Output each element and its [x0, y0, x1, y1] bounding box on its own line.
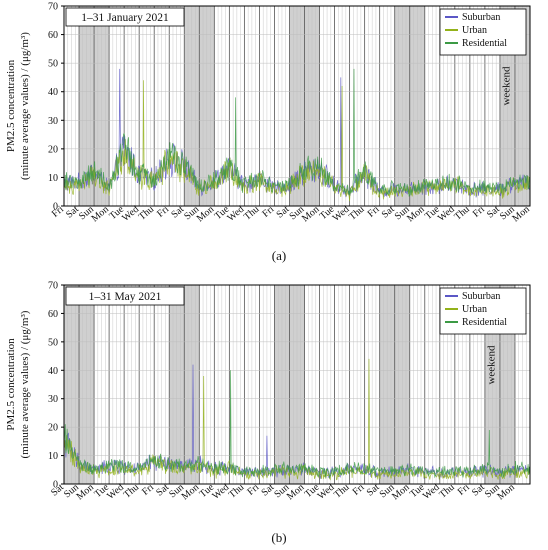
weekend-annotation: weekend	[501, 66, 513, 106]
y-tick-label: 40	[48, 366, 58, 377]
series-line-residential	[63, 68, 531, 197]
x-tick-label: Thu	[347, 204, 366, 223]
x-tick-label: Mon	[495, 482, 517, 503]
legend-label-residential: Residential	[462, 317, 507, 328]
y-tick-label: 10	[48, 451, 58, 462]
y-axis-label: PM2.5 concentration	[5, 59, 17, 152]
y-tick-label: 70	[48, 281, 58, 292]
y-tick-label: 70	[48, 2, 58, 13]
series-line-urban	[63, 80, 531, 202]
x-tick-label: Thu	[452, 204, 471, 223]
y-tick-label: 20	[48, 423, 58, 434]
plot-frame	[63, 284, 531, 485]
series-line-urban	[63, 358, 531, 481]
y-tick-label: 50	[48, 59, 58, 70]
date-box	[65, 7, 185, 27]
y-axis-label: PM2.5 concentration	[5, 338, 17, 431]
y-tick-label: 60	[48, 309, 58, 320]
x-tick-label: Thu	[137, 204, 156, 223]
x-tick-label: Thu	[437, 482, 456, 501]
y-tick-label: 20	[48, 144, 58, 155]
y-tick-label: 50	[48, 337, 58, 348]
plot-frame	[63, 5, 531, 207]
y-tick-label: 30	[48, 116, 58, 127]
legend-label-suburban: Suburban	[462, 291, 500, 302]
x-tick-label: Thu	[332, 482, 351, 501]
legend-label-suburban: Suburban	[462, 12, 500, 23]
x-tick-label: Thu	[227, 482, 246, 501]
legend-label-urban: Urban	[462, 304, 487, 315]
x-tick-label: Thu	[122, 482, 141, 501]
y-tick-label: 30	[48, 394, 58, 405]
y-tick-label: 10	[48, 173, 58, 184]
panel-caption: (b)	[271, 530, 286, 545]
x-tick-label: Thu	[242, 204, 261, 223]
legend-label-residential: Residential	[462, 38, 507, 49]
y-axis-unit-label: (minute average values) / (μg/m³)	[19, 310, 31, 458]
weekend-annotation: weekend	[486, 345, 498, 385]
y-tick-label: 0	[53, 202, 58, 213]
date-range-label: 1–31 May 2021	[89, 291, 162, 303]
series-line-residential	[63, 370, 531, 479]
y-axis-unit-label: (minute average values) / (μg/m³)	[19, 32, 31, 180]
legend-label-urban: Urban	[462, 25, 487, 36]
y-tick-label: 0	[53, 480, 58, 491]
date-box	[65, 286, 185, 306]
date-range-label: 1–31 January 2021	[81, 12, 169, 24]
y-tick-label: 40	[48, 87, 58, 98]
panel-caption: (a)	[272, 248, 286, 263]
y-tick-label: 60	[48, 30, 58, 41]
x-tick-label: Mon	[510, 204, 532, 225]
